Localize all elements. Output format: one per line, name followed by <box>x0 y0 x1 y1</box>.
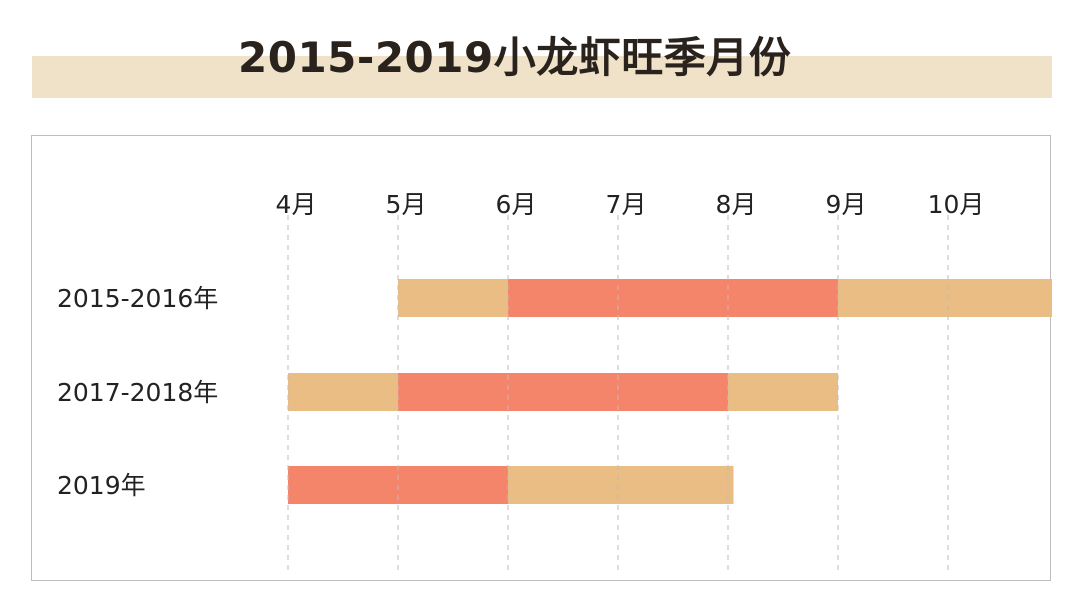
x-tick-label: 5月 <box>386 190 427 219</box>
row-labels: 2015-2016年 2017-2018年 2019年 <box>57 284 218 500</box>
row-label: 2019年 <box>57 471 146 500</box>
x-tick-label: 4月 <box>276 190 317 219</box>
x-tick-label: 9月 <box>826 190 867 219</box>
x-tick-label: 8月 <box>716 190 757 219</box>
row-label: 2017-2018年 <box>57 378 218 407</box>
x-tick-labels: 4月 5月 6月 7月 8月 9月 10月 <box>276 190 985 219</box>
bars <box>288 279 1052 504</box>
season-bar-2 <box>508 466 734 504</box>
row-label: 2015-2016年 <box>57 284 218 313</box>
x-tick-label: 10月 <box>928 190 985 219</box>
peak-bar-1 <box>398 373 728 411</box>
chart-frame <box>31 135 1051 581</box>
x-tick-label: 7月 <box>606 190 647 219</box>
title-band <box>32 56 1052 98</box>
peak-bar-0 <box>508 279 838 317</box>
chart-title: 2015-2019小龙虾旺季月份 <box>238 33 792 82</box>
x-tick-label: 6月 <box>496 190 537 219</box>
